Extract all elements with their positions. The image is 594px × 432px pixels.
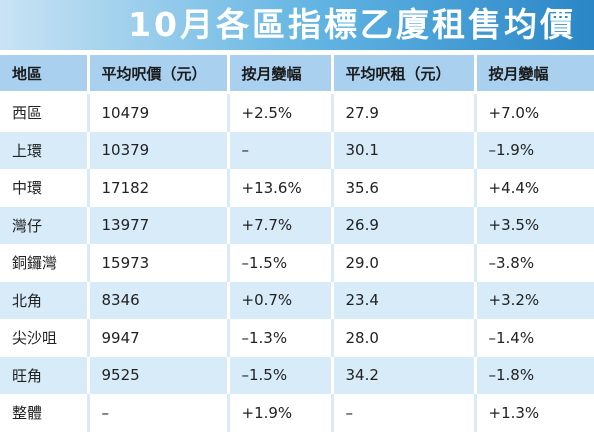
avg-rent-cell: 30.1 [330, 131, 475, 169]
title-banner: 10月各區指標乙廈租售均價 [0, 0, 594, 50]
avg-rent-cell: 27.9 [330, 92, 475, 132]
header-avg-price: 平均呎價（元） [86, 55, 228, 93]
table-row: 上環 10379 – 30.1 –1.9% [0, 131, 594, 169]
page-title: 10月各區指標乙廈租售均價 [128, 5, 576, 44]
avg-price-cell: 15973 [86, 244, 228, 282]
price-change-cell: +0.7% [226, 281, 332, 319]
avg-rent-cell: 23.4 [330, 281, 475, 319]
rent-change-cell: +3.5% [473, 206, 594, 244]
avg-price-cell: 17182 [86, 169, 228, 207]
district-cell: 上環 [0, 131, 88, 169]
rent-change-cell: –1.8% [473, 356, 594, 394]
avg-rent-cell: 35.6 [330, 169, 475, 207]
table-row: 銅鑼灣 15973 –1.5% 29.0 –3.8% [0, 244, 594, 282]
rent-change-cell: –1.9% [473, 131, 594, 169]
avg-price-cell: 9947 [86, 319, 228, 357]
district-cell: 旺角 [0, 356, 88, 394]
avg-rent-cell: 29.0 [330, 244, 475, 282]
price-change-cell: –1.3% [226, 319, 332, 357]
table-row: 北角 8346 +0.7% 23.4 +3.2% [0, 281, 594, 319]
rent-change-cell: +4.4% [473, 169, 594, 207]
header-rent-change: 按月變幅 [473, 55, 594, 93]
price-change-cell: +13.6% [226, 169, 332, 207]
district-cell: 西區 [0, 92, 88, 132]
table-header-row: 地區 平均呎價（元） 按月變幅 平均呎租（元） 按月變幅 [0, 55, 594, 93]
rent-change-cell: +3.2% [473, 281, 594, 319]
district-cell: 尖沙咀 [0, 319, 88, 357]
header-price-change: 按月變幅 [226, 55, 332, 93]
avg-price-cell: 9525 [86, 356, 228, 394]
avg-rent-cell: 26.9 [330, 206, 475, 244]
price-change-cell: –1.5% [226, 244, 332, 282]
district-cell: 灣仔 [0, 206, 88, 244]
avg-price-cell: 8346 [86, 281, 228, 319]
price-change-cell: –1.5% [226, 356, 332, 394]
table-row: 中環 17182 +13.6% 35.6 +4.4% [0, 169, 594, 207]
rent-change-cell: –3.8% [473, 244, 594, 282]
district-cell: 銅鑼灣 [0, 244, 88, 282]
rent-change-cell: +7.0% [473, 92, 594, 132]
district-cell: 中環 [0, 169, 88, 207]
rent-change-cell: –1.4% [473, 319, 594, 357]
table-row: 尖沙咀 9947 –1.3% 28.0 –1.4% [0, 319, 594, 357]
header-district: 地區 [0, 55, 88, 93]
avg-rent-cell: 28.0 [330, 319, 475, 357]
district-cell: 北角 [0, 281, 88, 319]
price-change-cell: +7.7% [226, 206, 332, 244]
price-change-cell: – [226, 131, 332, 169]
avg-rent-cell: 34.2 [330, 356, 475, 394]
avg-price-cell: 10479 [86, 92, 228, 132]
table-row: 西區 10479 +2.5% 27.9 +7.0% [0, 92, 594, 132]
price-change-cell: +2.5% [226, 92, 332, 132]
price-table: 地區 平均呎價（元） 按月變幅 平均呎租（元） 按月變幅 西區 10479 +2… [0, 55, 594, 432]
header-avg-rent: 平均呎租（元） [330, 55, 475, 93]
table-row: 旺角 9525 –1.5% 34.2 –1.8% [0, 356, 594, 394]
table-row: 灣仔 13977 +7.7% 26.9 +3.5% [0, 206, 594, 244]
avg-price-cell: 10379 [86, 131, 228, 169]
avg-price-cell: 13977 [86, 206, 228, 244]
